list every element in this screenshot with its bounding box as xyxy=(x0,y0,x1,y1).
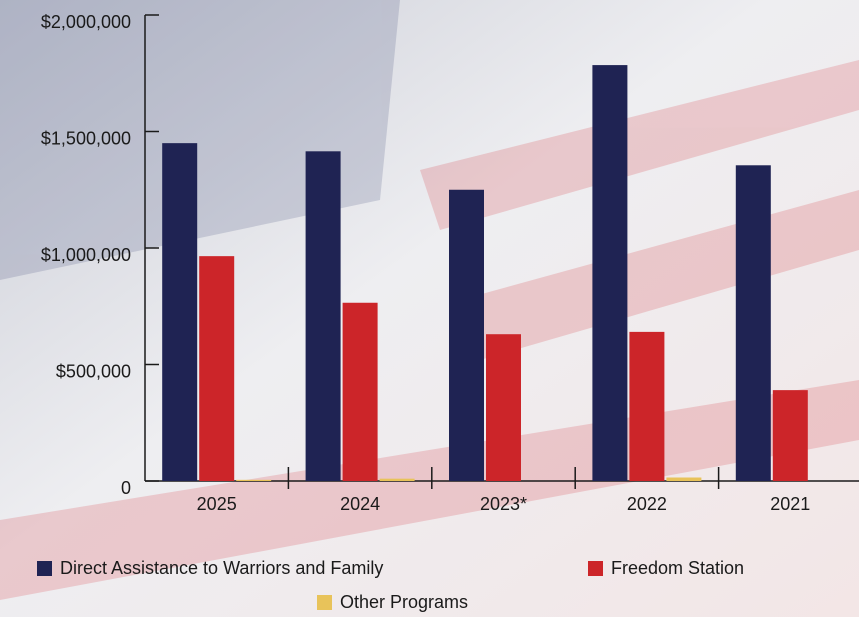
bar xyxy=(199,256,235,481)
bar xyxy=(735,165,771,481)
bar xyxy=(379,478,415,481)
legend-swatch xyxy=(317,595,332,610)
legend-label: Other Programs xyxy=(340,592,468,612)
legend-label: Direct Assistance to Warriors and Family xyxy=(60,558,383,578)
x-tick-label: 2025 xyxy=(197,494,237,514)
x-tick-label: 2024 xyxy=(340,494,380,514)
y-tick-label: $2,000,000 xyxy=(41,12,131,32)
y-tick-label: 0 xyxy=(121,478,131,498)
bar xyxy=(449,189,484,481)
bar xyxy=(162,143,198,481)
bar xyxy=(666,477,702,481)
bar xyxy=(592,65,628,481)
x-tick-label: 2023* xyxy=(480,494,527,514)
bar xyxy=(305,151,341,481)
legend-swatch xyxy=(37,561,52,576)
bar xyxy=(629,331,665,481)
legend-label: Freedom Station xyxy=(611,558,744,578)
bar xyxy=(236,479,272,481)
y-tick-label: $1,000,000 xyxy=(41,245,131,265)
legend-swatch xyxy=(588,561,603,576)
y-tick-label: $500,000 xyxy=(56,361,131,381)
bar xyxy=(486,334,521,481)
bar xyxy=(342,302,378,481)
x-tick-label: 2022 xyxy=(627,494,667,514)
bar xyxy=(772,390,808,481)
x-tick-label: 2021 xyxy=(770,494,810,514)
y-tick-label: $1,500,000 xyxy=(41,128,131,148)
